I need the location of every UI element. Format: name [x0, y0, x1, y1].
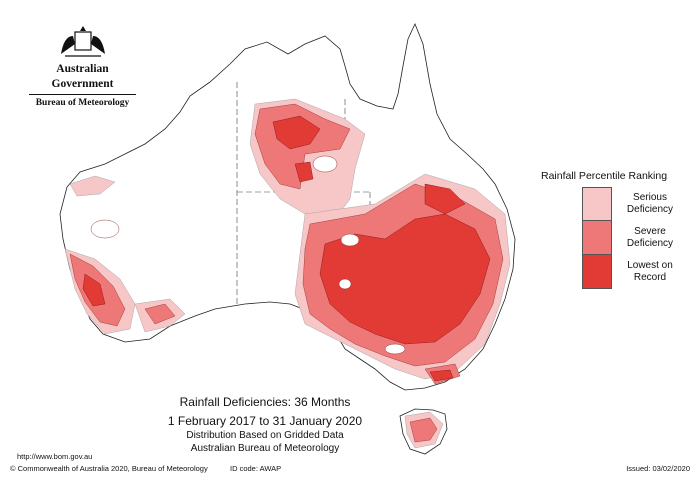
id-code: ID code: AWAP	[230, 464, 282, 473]
bureau-name: Bureau of Meteorology	[35, 98, 130, 108]
legend-label-lowest: Lowest on Record	[627, 260, 673, 283]
copyright-text: © Commonwealth of Australia 2020, Bureau…	[10, 464, 208, 473]
government-name: Australian Government	[51, 63, 114, 90]
map-title: Rainfall Deficiencies: 36 Months	[179, 395, 351, 409]
legend-label-severe: Severe Deficiency	[626, 226, 674, 249]
map-frame: Australian Government Bureau of Meteorol…	[5, 4, 695, 461]
issued-date: Issued: 03/02/2020	[626, 464, 690, 473]
australia-rainfall-deficiency-map	[59, 22, 516, 455]
legend-item-severe: Severe Deficiency	[582, 221, 680, 255]
map-period: 1 February 2017 to 31 January 2020	[167, 414, 363, 428]
government-logo: Australian Government Bureau of Meteorol…	[25, 24, 140, 110]
legend-swatch-serious	[582, 187, 612, 221]
legend-label-serious: Serious Deficiency	[626, 192, 674, 215]
map-note: Distribution Based on Gridded Data	[186, 430, 344, 441]
lowest-on-record-areas	[82, 115, 491, 382]
map-source: Australian Bureau of Meteorology	[190, 443, 340, 454]
coat-of-arms-icon	[60, 26, 105, 57]
legend-title: Rainfall Percentile Ranking	[541, 170, 668, 182]
website-link[interactable]: http://www.bom.gov.au	[17, 452, 93, 461]
normal-rainfall-pockets	[90, 155, 406, 355]
logo-divider	[29, 94, 136, 95]
legend-swatch-severe	[582, 221, 612, 255]
legend-swatch-lowest	[582, 255, 612, 289]
legend: Serious Deficiency Severe Deficiency Lowes…	[582, 187, 680, 289]
legend-item-lowest: Lowest on Record	[582, 255, 680, 289]
legend-item-serious: Serious Deficiency	[582, 187, 680, 221]
